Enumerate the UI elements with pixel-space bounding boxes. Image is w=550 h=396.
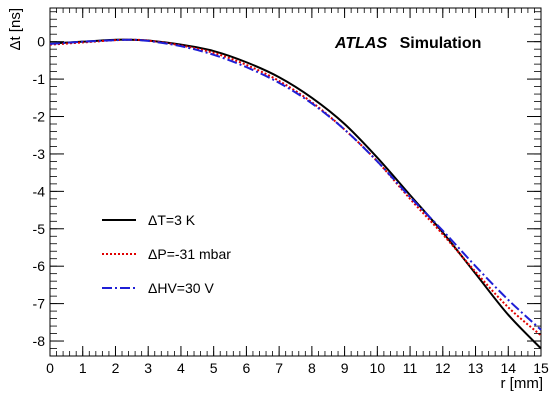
legend-label-0: ΔT=3 K (148, 212, 196, 228)
x-tick-label: 7 (275, 360, 283, 376)
x-tick-label: 6 (243, 360, 251, 376)
x-tick-label: 9 (341, 360, 349, 376)
y-tick-label: -7 (33, 296, 46, 312)
series-layer (49, 38, 542, 350)
x-tick-label: 3 (144, 360, 152, 376)
x-tick-label: 11 (403, 360, 418, 376)
y-tick-label: -8 (33, 333, 46, 349)
legend-label-1: ΔP=-31 mbar (148, 246, 231, 262)
x-tick-label: 13 (468, 360, 484, 376)
y-tick-label: -4 (33, 183, 46, 199)
x-axis-label: r [mm] (501, 375, 544, 392)
y-tick-label: -1 (33, 71, 46, 87)
y-tick-label: -6 (33, 258, 46, 274)
atlas-brand: ATLAS (334, 35, 387, 52)
x-tick-label: 10 (370, 360, 386, 376)
x-tick-label: 1 (79, 360, 87, 376)
y-tick-label: -3 (33, 146, 46, 162)
x-tick-label: 4 (177, 360, 185, 376)
x-tick-label: 2 (112, 360, 120, 376)
x-tick-label: 8 (308, 360, 316, 376)
simulation-text: Simulation (400, 35, 482, 52)
y-tick-label: -2 (33, 109, 46, 125)
x-tick-label: 12 (435, 360, 451, 376)
series-line-2 (49, 38, 542, 331)
plot-area (49, 7, 542, 357)
legend-label-2: ΔHV=30 V (148, 280, 214, 296)
x-tick-label: 0 (46, 360, 54, 376)
axes-layer: 0 1 2 3 4 5 6 7 8 9 10 11 12 13 14 150-1-2-3-4-5-6-7-8 (33, 8, 549, 376)
legend: ΔT=3 K ΔP=-31 mbar ΔHV=30 V (102, 212, 231, 296)
y-tick-label: -5 (33, 221, 46, 237)
y-axis-label: Δt [ns] (7, 8, 24, 51)
y-tick-label: 0 (37, 34, 45, 50)
plot-frame (49, 7, 542, 357)
x-tick-label: 5 (210, 360, 218, 376)
x-tick-label: 15 (533, 360, 549, 376)
atlas-simulation-label: ATLAS Simulation (334, 35, 481, 52)
x-tick-label: 14 (500, 360, 516, 376)
